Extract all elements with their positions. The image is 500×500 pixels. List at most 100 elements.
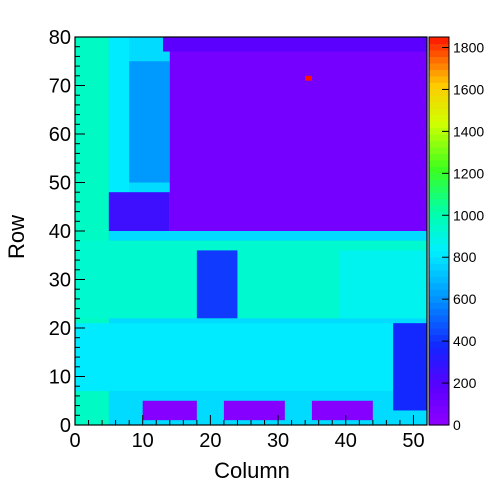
- colorbar-swatch: [429, 276, 449, 284]
- colorbar-swatch: [429, 140, 449, 148]
- heatmap-region-hot-pixel: [305, 75, 312, 81]
- colorbar-swatch: [429, 321, 449, 329]
- y-axis-title: Row: [4, 215, 29, 259]
- colorbar-swatch: [429, 153, 449, 161]
- x-tick-label: 50: [402, 430, 424, 452]
- colorbar-swatch: [429, 386, 449, 394]
- colorbar-swatch: [429, 159, 449, 167]
- colorbar-swatch: [429, 347, 449, 355]
- colorbar-swatch: [429, 405, 449, 413]
- y-tick-label: 20: [49, 318, 71, 340]
- y-tick-label: 40: [49, 221, 71, 243]
- colorbar-swatch: [429, 340, 449, 348]
- colorbar-tick-label: 0: [453, 417, 461, 433]
- x-axis: 0 10 20 30 40 50: [69, 415, 428, 452]
- y-tick-label: 80: [49, 27, 71, 49]
- colorbar-swatch: [429, 101, 449, 109]
- colorbar-swatch: [429, 392, 449, 400]
- heatmap-region-upper-left: [108, 37, 130, 222]
- colorbar-swatch: [429, 218, 449, 226]
- colorbar-tick-label: 400: [453, 333, 477, 349]
- colorbar-tick-label: 600: [453, 291, 477, 307]
- colorbar-swatch: [429, 302, 449, 310]
- colorbar-swatch: [429, 334, 449, 342]
- x-tick-label: 10: [132, 430, 154, 452]
- y-tick-label: 60: [49, 124, 71, 146]
- colorbar-swatch: [429, 134, 449, 142]
- heatmap-region-block-top-rows: [163, 37, 427, 52]
- colorbar-swatch: [429, 328, 449, 336]
- colorbar-swatch: [429, 75, 449, 83]
- colorbar-swatch: [429, 366, 449, 374]
- colorbar-swatch: [429, 256, 449, 264]
- colorbar-swatch: [429, 263, 449, 271]
- colorbar-swatch: [429, 373, 449, 381]
- colorbar-swatch: [429, 49, 449, 57]
- colorbar-swatch: [429, 315, 449, 323]
- x-tick-label: 0: [69, 430, 80, 452]
- colorbar-tick-label: 1600: [453, 81, 484, 97]
- colorbar-tick-label: 1800: [453, 39, 484, 55]
- colorbar-swatch: [429, 399, 449, 407]
- colorbar-swatch: [429, 412, 449, 420]
- colorbar-frame: [428, 36, 450, 426]
- heatmap-region-lower-right: [393, 323, 427, 411]
- colorbar-swatch: [429, 308, 449, 316]
- heatmap-region-block-bottom: [108, 192, 170, 231]
- colorbar: 0 200 400 600 800 1000 1200 1400 1600 1800: [428, 36, 484, 433]
- colorbar-swatch: [429, 43, 449, 51]
- heatmap-region-bottom-pad-2: [223, 400, 285, 421]
- colorbar-swatch: [429, 224, 449, 232]
- heatmap-region-bottom-pad-1: [142, 400, 197, 421]
- x-tick-label: 30: [267, 430, 289, 452]
- colorbar-tick-label: 1000: [453, 207, 484, 223]
- colorbar-swatch: [429, 198, 449, 206]
- y-tick-label: 30: [49, 270, 71, 292]
- colorbar-swatch: [429, 269, 449, 277]
- colorbar-swatch: [429, 353, 449, 361]
- colorbar-swatch: [429, 82, 449, 90]
- colorbar-swatch: [429, 69, 449, 77]
- colorbar-swatch: [429, 295, 449, 303]
- colorbar-swatch: [429, 62, 449, 70]
- colorbar-swatch: [429, 95, 449, 103]
- heatmap-region-mid-gap-1: [196, 250, 238, 319]
- colorbar-swatch: [429, 88, 449, 96]
- colorbar-swatch: [429, 37, 449, 45]
- colorbar-swatch: [429, 179, 449, 187]
- y-tick-label: 50: [49, 173, 71, 195]
- heatmap-region-upper-inner-left: [129, 61, 170, 183]
- colorbar-swatch: [429, 166, 449, 174]
- colorbar-swatch: [429, 418, 449, 426]
- colorbar-tick-label: 1200: [453, 165, 484, 181]
- y-axis: 0 10 20 30 40 50 60 70 80: [49, 27, 85, 437]
- colorbar-swatch: [429, 360, 449, 368]
- y-tick-label: 0: [60, 415, 71, 437]
- colorbar-swatch: [429, 250, 449, 258]
- colorbar-swatch: [429, 56, 449, 64]
- colorbar-swatch: [429, 282, 449, 290]
- colorbar-swatch: [429, 185, 449, 193]
- heatmap-region-lower-band: [75, 323, 427, 392]
- heatmap-region-mid-gap-2: [339, 250, 427, 319]
- colorbar-swatch: [429, 205, 449, 213]
- colorbar-tick-label: 800: [453, 249, 477, 265]
- plot-area: [74, 36, 428, 426]
- colorbar-swatch: [429, 172, 449, 180]
- colorbar-swatch: [429, 211, 449, 219]
- colorbar-swatch: [429, 289, 449, 297]
- colorbar-swatch: [429, 237, 449, 245]
- x-tick-label: 40: [335, 430, 357, 452]
- colorbar-swatch: [429, 108, 449, 116]
- colorbar-swatch: [429, 192, 449, 200]
- colorbar-swatch: [429, 146, 449, 154]
- x-tick-label: 20: [199, 430, 221, 452]
- colorbar-swatch: [429, 114, 449, 122]
- x-axis-title: Column: [214, 458, 290, 483]
- colorbar-swatch: [429, 379, 449, 387]
- y-tick-label: 70: [49, 76, 71, 98]
- heatmap-region-bottom-pad-3: [311, 400, 373, 421]
- colorbar-tick-label: 200: [453, 375, 477, 391]
- y-tick-label: 10: [49, 367, 71, 389]
